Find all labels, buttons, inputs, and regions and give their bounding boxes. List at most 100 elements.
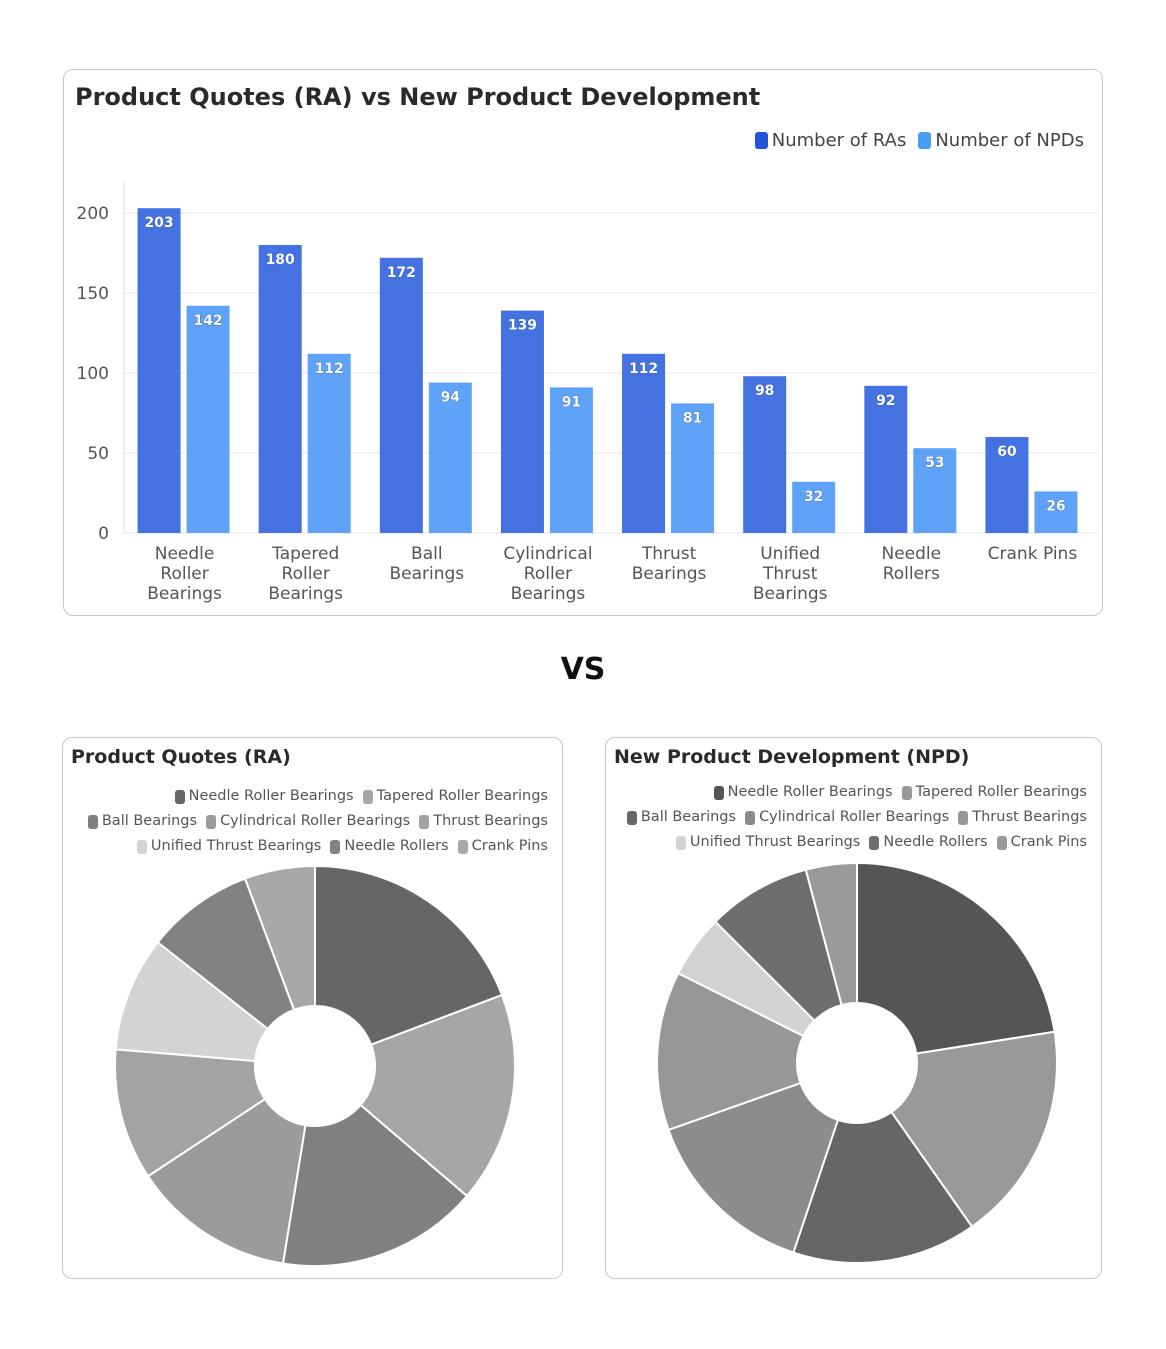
pie-ra-legend-item-thrust-bearings[interactable]: Thrust Bearings — [419, 813, 548, 830]
data-label: 91 — [562, 394, 581, 410]
pie-npd-legend-item-crank-pins[interactable]: Crank Pins — [996, 834, 1087, 851]
data-label: 81 — [683, 410, 702, 426]
pie-npd-title: New Product Development (NPD) — [614, 746, 970, 768]
pie-npd-slice-cylindrical-roller-bearings[interactable] — [667, 1081, 840, 1254]
bar-ra-ball-bearings[interactable] — [379, 257, 423, 533]
data-label: 172 — [387, 265, 416, 281]
data-label: 112 — [315, 361, 344, 377]
legend-label-ras: Number of RAs — [771, 130, 907, 151]
bar-ra-crank-pins[interactable] — [985, 437, 1029, 533]
y-tick-label: 100 — [77, 364, 109, 384]
x-tick-label-crank-pins: Crank Pins — [988, 544, 1078, 564]
bar-ra-thrust-bearings[interactable] — [622, 353, 666, 533]
pie-npd-legend-swatch — [958, 810, 969, 825]
pie-ra-slice-ball-bearings[interactable] — [281, 1103, 469, 1267]
bar-chart-title: Product Quotes (RA) vs New Product Devel… — [75, 83, 761, 111]
pie-npd-legend-label: Needle Roller Bearings — [727, 784, 893, 800]
bar-ra-unified-thrust-bearings[interactable] — [743, 376, 787, 533]
bar-npd-crank-pins[interactable] — [1034, 491, 1078, 533]
pie-ra-legend-label: Crank Pins — [471, 838, 548, 854]
pie-ra-legend-item-crank-pins[interactable]: Crank Pins — [457, 838, 548, 855]
pie-npd-legend-label: Thrust Bearings — [972, 809, 1087, 825]
bar-npd-needle-roller-bearings[interactable] — [186, 305, 230, 533]
pie-ra-legend-item-ball-bearings[interactable]: Ball Bearings — [87, 813, 197, 830]
bar-ra-tapered-roller-bearings[interactable] — [258, 245, 302, 533]
bar-npd-thrust-bearings[interactable] — [671, 403, 715, 533]
pie-ra-legend-item-unified-thrust-bearings[interactable]: Unified Thrust Bearings — [136, 838, 322, 855]
bar-ra-cylindrical-roller-bearings[interactable] — [500, 310, 544, 533]
pie-ra-title: Product Quotes (RA) — [71, 746, 291, 768]
pie-ra-legend-item-tapered-roller-bearings[interactable]: Tapered Roller Bearings — [362, 788, 548, 805]
pie-ra-slice-tapered-roller-bearings[interactable] — [359, 993, 516, 1198]
x-tick-label-needle-roller-bearings: Needle Roller Bearings — [147, 544, 222, 604]
pie-ra-legend-swatch — [206, 814, 217, 829]
pie-ra-legend-label: Cylindrical Roller Bearings — [220, 813, 411, 829]
pie-npd-legend-swatch — [901, 785, 912, 800]
pie-npd-legend-swatch — [626, 810, 637, 825]
y-tick-label: 150 — [77, 284, 109, 304]
pie-npd-legend-item-needle-roller-bearings[interactable]: Needle Roller Bearings — [713, 784, 893, 801]
bar-ra-needle-roller-bearings[interactable] — [137, 208, 181, 533]
data-label: 94 — [441, 390, 461, 406]
pie-ra-legend-swatch — [362, 789, 373, 804]
x-tick-label-tapered-roller-bearings: Tapered Roller Bearings — [268, 544, 343, 604]
data-label: 53 — [925, 455, 944, 471]
pie-npd-legend-item-cylindrical-roller-bearings[interactable]: Cylindrical Roller Bearings — [745, 809, 949, 826]
pie-npd-legend-item-ball-bearings[interactable]: Ball Bearings — [626, 809, 736, 826]
bar-chart-plot: 0 50 100 150 200 203 142 Needle Roller Bearings 18… — [77, 182, 1097, 604]
pie-npd-legend-swatch — [713, 785, 724, 800]
legend-item-npds[interactable]: Number of NPDs — [918, 130, 1084, 151]
legend-label-npds: Number of NPDs — [935, 130, 1084, 151]
pie-npd-slice-tapered-roller-bearings[interactable] — [890, 1030, 1058, 1229]
pie-npd-legend-label: Tapered Roller Bearings — [915, 784, 1087, 800]
pie-npd-legend-label: Needle Rollers — [883, 834, 988, 850]
pie-ra-slice-crank-pins[interactable] — [243, 864, 316, 1012]
pie-npd-legend-item-thrust-bearings[interactable]: Thrust Bearings — [958, 809, 1087, 826]
pie-ra-slice-cylindrical-roller-bearings[interactable] — [146, 1097, 307, 1265]
pie-ra-legend-swatch — [174, 789, 185, 804]
legend-item-ras[interactable]: Number of RAs — [754, 130, 907, 151]
pie-ra-legend: Needle Roller Bearings Tapered Roller Bea… — [78, 788, 548, 855]
data-label: 112 — [629, 361, 658, 377]
bar-chart-legend: Number of RAs Number of NPDs — [754, 130, 1084, 151]
pie-npd-slice-thrust-bearings[interactable] — [656, 971, 805, 1132]
pie-ra-legend-label: Unified Thrust Bearings — [150, 838, 322, 854]
data-label: 60 — [997, 444, 1017, 460]
bar-npd-ball-bearings[interactable] — [428, 382, 472, 533]
pie-ra-legend-item-needle-roller-bearings[interactable]: Needle Roller Bearings — [174, 788, 354, 805]
bar-npd-unified-thrust-bearings[interactable] — [792, 481, 836, 533]
pie-npd-legend-item-needle-rollers[interactable]: Needle Rollers — [869, 834, 988, 851]
pie-npd-slice-ball-bearings[interactable] — [792, 1110, 974, 1264]
x-tick-label-unified-thrust-bearings: Unified Thrust Bearings — [753, 544, 828, 604]
pie-ra-slice-needle-roller-bearings[interactable] — [314, 864, 504, 1046]
data-label: 139 — [508, 318, 537, 334]
vs-label: VS — [560, 652, 606, 687]
pie-ra-legend-swatch — [87, 814, 98, 829]
pie-ra-legend-item-needle-rollers[interactable]: Needle Rollers — [330, 838, 449, 855]
pie-ra-legend-item-cylindrical-roller-bearings[interactable]: Cylindrical Roller Bearings — [206, 813, 410, 830]
bar-ra-needle-rollers[interactable] — [864, 385, 908, 533]
pie-npd-legend: Needle Roller Bearings Tapered Roller Bea… — [617, 784, 1087, 851]
y-tick-label: 50 — [87, 444, 109, 464]
pie-ra-slice-thrust-bearings[interactable] — [114, 1048, 267, 1178]
bar-npd-tapered-roller-bearings[interactable] — [307, 353, 351, 533]
pie-ra-legend-swatch — [330, 839, 341, 854]
data-label: 26 — [1046, 498, 1065, 514]
pie-ra-legend-label: Tapered Roller Bearings — [376, 788, 548, 804]
bar-npd-needle-rollers[interactable] — [913, 448, 957, 533]
pie-npd-slice-crank-pins[interactable] — [804, 861, 858, 1007]
pie-npd-legend-label: Unified Thrust Bearings — [689, 834, 861, 850]
y-tick-label: 200 — [77, 204, 109, 224]
pie-npd-legend-swatch — [745, 810, 756, 825]
x-tick-label-cylindrical-roller-bearings: Cylindrical Roller Bearings — [503, 544, 592, 604]
data-label: 203 — [144, 215, 173, 231]
pie-npd-legend-item-unified-thrust-bearings[interactable]: Unified Thrust Bearings — [675, 834, 861, 851]
x-tick-label-thrust-bearings: Thrust Bearings — [632, 544, 707, 584]
data-label: 32 — [804, 489, 823, 505]
y-tick-label: 0 — [98, 524, 109, 544]
bar-npd-cylindrical-roller-bearings[interactable] — [549, 387, 593, 533]
pie-npd-slice-needle-roller-bearings[interactable] — [856, 861, 1056, 1055]
pie-npd-legend-swatch — [996, 835, 1007, 850]
pie-npd-legend-item-tapered-roller-bearings[interactable]: Tapered Roller Bearings — [901, 784, 1087, 801]
